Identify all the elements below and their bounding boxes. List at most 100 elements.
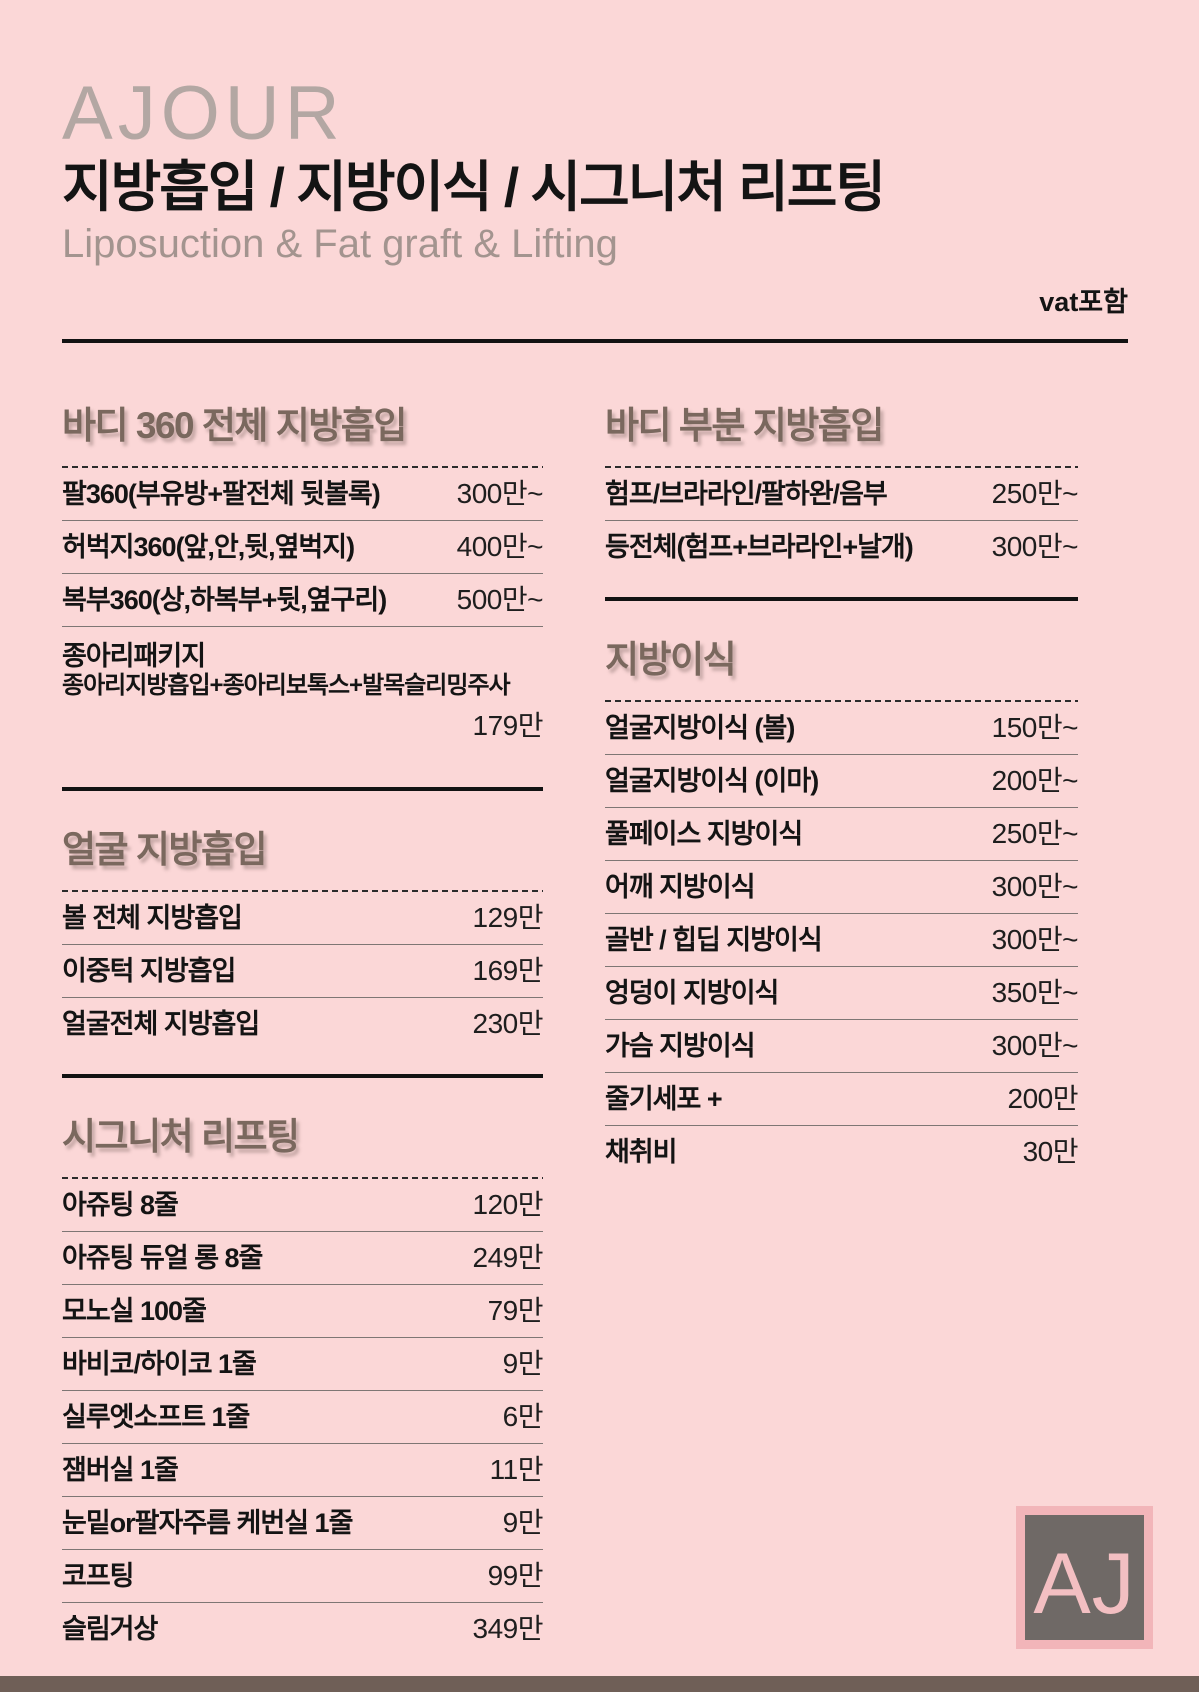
price-row: 종아리패키지 종아리지방흡입+종아리보톡스+발목슬리밍주사 179만 xyxy=(62,626,544,763)
price-row: 채취비 30만 xyxy=(605,1125,1079,1178)
item-name: 험프/브라라인/팔하완/음부 xyxy=(605,479,888,510)
item-name: 줄기세포 + xyxy=(605,1084,723,1115)
item-name: 얼굴전체 지방흡입 xyxy=(62,1009,260,1040)
dotted-divider xyxy=(605,466,1078,469)
item-name: 바비코/하이코 1줄 xyxy=(62,1349,257,1380)
item-price: 150만~ xyxy=(991,712,1079,744)
item-price: 249만 xyxy=(472,1242,544,1274)
price-row: 모노실 100줄 79만 xyxy=(62,1284,544,1337)
dotted-divider xyxy=(62,890,543,893)
price-row: 험프/브라라인/팔하완/음부 250만~ xyxy=(605,468,1079,520)
item-price: 179만 xyxy=(472,710,544,742)
dotted-divider xyxy=(62,466,543,469)
price-row: 등전체(험프+브라라인+날개) 300만~ xyxy=(605,520,1079,573)
price-row: 허벅지360(앞,안,뒷,옆벅지) 400만~ xyxy=(62,520,544,573)
price-row: 골반 / 힙딥 지방이식 300만~ xyxy=(605,913,1079,966)
aj-logo-text: AJ xyxy=(1033,1535,1136,1632)
item-name: 종아리패키지 xyxy=(62,641,206,672)
item-name: 골반 / 힙딥 지방이식 xyxy=(605,925,823,956)
item-price: 400만~ xyxy=(456,531,544,563)
price-row: 엉덩이 지방이식 350만~ xyxy=(605,966,1079,1019)
price-row: 팔360(부유방+팔전체 뒷볼록) 300만~ xyxy=(62,468,544,520)
section-title: 바디 부분 지방흡입 xyxy=(605,405,884,447)
item-name: 가슴 지방이식 xyxy=(605,1031,756,1062)
header-divider xyxy=(62,339,1128,344)
price-row: 줄기세포 + 200만 xyxy=(605,1072,1079,1125)
price-row: 얼굴전체 지방흡입 230만 xyxy=(62,997,544,1050)
section-divider xyxy=(605,597,1078,602)
dotted-divider xyxy=(605,700,1078,703)
page-header: AJOUR 지방흡입 / 지방이식 / 시그니처 리프팅 Liposuction… xyxy=(62,71,1128,344)
item-price: 9만 xyxy=(502,1348,544,1380)
item-price: 30만 xyxy=(1022,1136,1079,1168)
item-price: 129만 xyxy=(472,902,544,934)
price-section: 바디 부분 지방흡입 험프/브라라인/팔하완/음부 250만~ 등전체(험프+브라라인… xyxy=(605,403,1079,573)
section-divider xyxy=(62,787,543,792)
item-name: 복부360(상,하복부+뒷,옆구리) xyxy=(62,585,387,616)
item-price: 300만~ xyxy=(991,871,1079,903)
item-name: 모노실 100줄 xyxy=(62,1296,207,1327)
footer-bar xyxy=(0,1676,1199,1692)
item-price: 169만 xyxy=(472,955,544,987)
price-row: 이중턱 지방흡입 169만 xyxy=(62,944,544,997)
item-name: 등전체(험프+브라라인+날개) xyxy=(605,532,914,563)
item-price: 120만 xyxy=(472,1189,544,1221)
item-price: 300만~ xyxy=(456,478,544,510)
item-price: 349만 xyxy=(472,1613,544,1645)
price-row: 눈밑or팔자주름 케번실 1줄 9만 xyxy=(62,1496,544,1549)
brand-logo-text: AJOUR xyxy=(62,71,345,156)
item-name: 눈밑or팔자주름 케번실 1줄 xyxy=(62,1508,353,1539)
item-name: 팔360(부유방+팔전체 뒷볼록) xyxy=(62,479,381,510)
price-row: 아쥬팅 듀얼 롱 8줄 249만 xyxy=(62,1231,544,1284)
price-row: 코프팅 99만 xyxy=(62,1549,544,1602)
price-row: 볼 전체 지방흡입 129만 xyxy=(62,892,544,944)
vat-note: vat포함 xyxy=(1039,286,1128,317)
right-column: 바디 부분 지방흡입 험프/브라라인/팔하완/음부 250만~ 등전체(험프+브라라인… xyxy=(605,343,1079,1178)
item-name: 엉덩이 지방이식 xyxy=(605,978,779,1009)
aj-logo-square: AJ xyxy=(1025,1515,1144,1640)
item-name: 얼굴지방이식 (볼) xyxy=(605,713,795,744)
price-row: 아쥬팅 8줄 120만 xyxy=(62,1179,544,1231)
price-row: 얼굴지방이식 (이마) 200만~ xyxy=(605,754,1079,807)
section-title: 바디 360 전체 지방흡입 xyxy=(62,405,407,447)
price-section: 시그니처 리프팅 아쥬팅 8줄 120만 아쥬팅 듀얼 롱 8줄 249만 모노실 100… xyxy=(62,1114,544,1655)
item-name: 얼굴지방이식 (이마) xyxy=(605,766,819,797)
price-row: 가슴 지방이식 300만~ xyxy=(605,1019,1079,1072)
section-divider xyxy=(62,1074,543,1079)
price-row: 어깨 지방이식 300만~ xyxy=(605,860,1079,913)
price-row: 풀페이스 지방이식 250만~ xyxy=(605,807,1079,860)
section-title: 얼굴 지방흡입 xyxy=(62,829,268,871)
item-price: 99만 xyxy=(487,1560,544,1592)
item-name: 허벅지360(앞,안,뒷,옆벅지) xyxy=(62,532,355,563)
item-name: 코프팅 xyxy=(62,1561,135,1592)
item-name: 풀페이스 지방이식 xyxy=(605,819,803,850)
item-price: 250만~ xyxy=(991,818,1079,850)
item-price: 9만 xyxy=(502,1507,544,1539)
item-price: 79만 xyxy=(487,1295,544,1327)
dotted-divider xyxy=(62,1177,543,1180)
price-row: 슬림거상 349만 xyxy=(62,1602,544,1655)
item-name: 아쥬팅 8줄 xyxy=(62,1190,179,1221)
item-price: 200만 xyxy=(1007,1083,1079,1115)
item-name: 실루엣소프트 1줄 xyxy=(62,1402,250,1433)
price-row: 얼굴지방이식 (볼) 150만~ xyxy=(605,702,1079,754)
item-price: 11만 xyxy=(489,1454,544,1486)
price-row: 잼버실 1줄 11만 xyxy=(62,1443,544,1496)
item-name: 이중턱 지방흡입 xyxy=(62,956,236,987)
page-title: 지방흡입 / 지방이식 / 시그니처 리프팅 xyxy=(62,156,886,218)
item-price: 6만 xyxy=(502,1401,544,1433)
item-price: 350만~ xyxy=(991,977,1079,1009)
section-title: 시그니처 리프팅 xyxy=(62,1116,300,1158)
item-price: 300만~ xyxy=(991,531,1079,563)
item-price: 200만~ xyxy=(991,765,1079,797)
page-subtitle: Liposuction & Fat graft & Lifting xyxy=(62,221,618,266)
item-price: 230만 xyxy=(472,1008,544,1040)
item-name: 잼버실 1줄 xyxy=(62,1455,179,1486)
item-name: 어깨 지방이식 xyxy=(605,872,756,903)
section-title: 지방이식 xyxy=(605,639,737,681)
aj-logo: AJ xyxy=(1016,1506,1153,1649)
